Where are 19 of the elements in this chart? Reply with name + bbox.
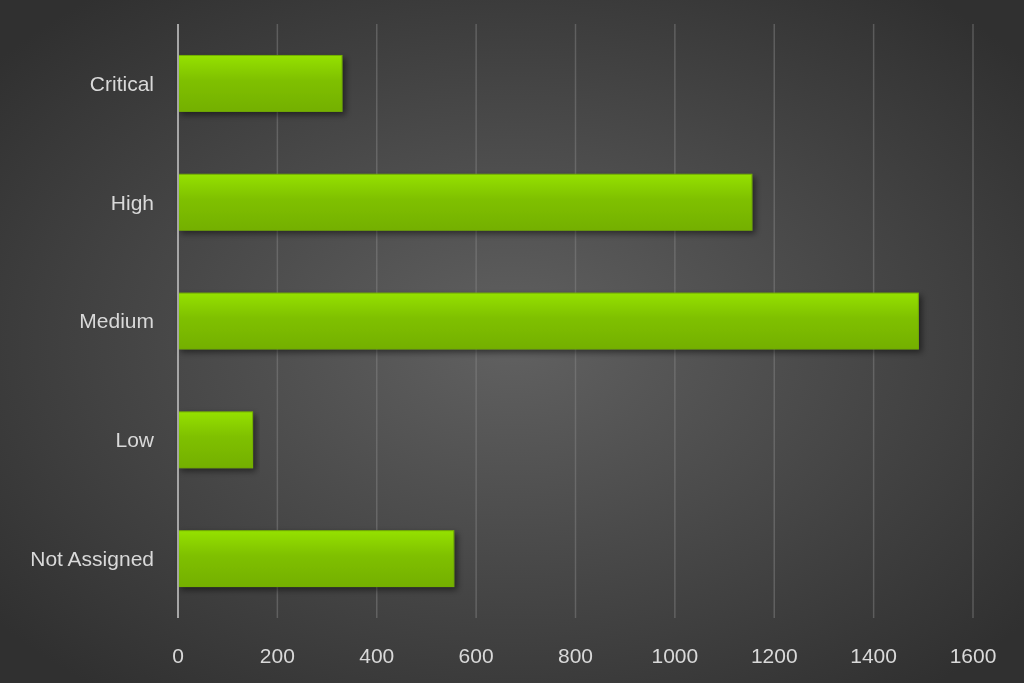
- x-tick-label: 200: [259, 644, 295, 667]
- x-tick-label: 800: [557, 644, 594, 667]
- bar: [177, 530, 455, 588]
- y-tick-label: High: [110, 190, 154, 214]
- x-tick-label: 1400: [850, 644, 897, 667]
- x-tick-label: 1200: [750, 644, 798, 667]
- x-tick-label: 0: [172, 644, 184, 667]
- y-tick-label: Not Assigned: [30, 546, 154, 570]
- y-tick-label: Medium: [79, 309, 154, 333]
- x-tick-label: 1600: [949, 644, 997, 667]
- bar: [177, 292, 919, 350]
- x-tick-label: 1000: [651, 644, 699, 667]
- bar: [177, 411, 254, 469]
- x-tick-label: 600: [458, 644, 494, 667]
- y-tick-label: Low: [115, 428, 155, 452]
- x-tick-label: 400: [359, 644, 395, 667]
- y-tick-label: Critical: [89, 71, 154, 95]
- bar: [177, 173, 753, 231]
- bar: [177, 54, 343, 112]
